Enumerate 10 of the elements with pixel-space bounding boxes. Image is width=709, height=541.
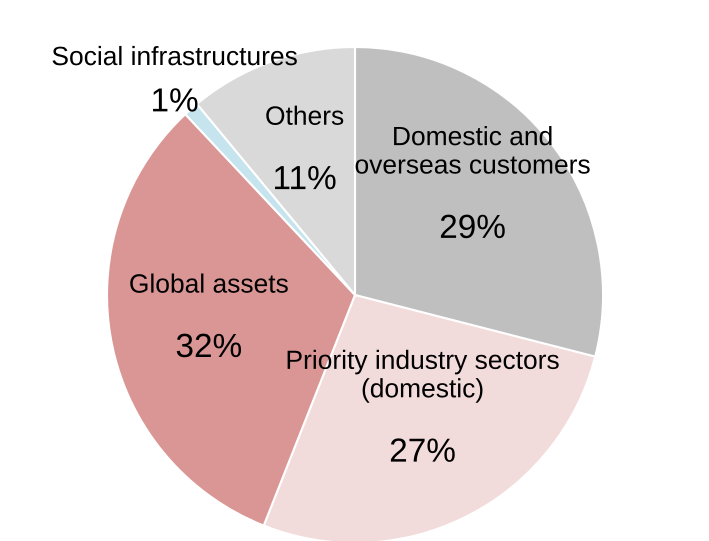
slice-label: Global assets	[130, 273, 288, 293]
data-label: 1%	[153, 88, 198, 112]
data-label: 11%	[275, 166, 336, 190]
slice-label: Social infrastructures	[52, 46, 297, 66]
slice-label: Others	[266, 106, 344, 125]
data-label: 29%	[440, 214, 505, 238]
slice-label: Priority industry sectors (domestic)	[288, 350, 559, 403]
slice-label: Domestic and overseas customers	[356, 126, 590, 174]
data-label: 27%	[390, 438, 455, 462]
data-label: 32%	[176, 334, 242, 358]
